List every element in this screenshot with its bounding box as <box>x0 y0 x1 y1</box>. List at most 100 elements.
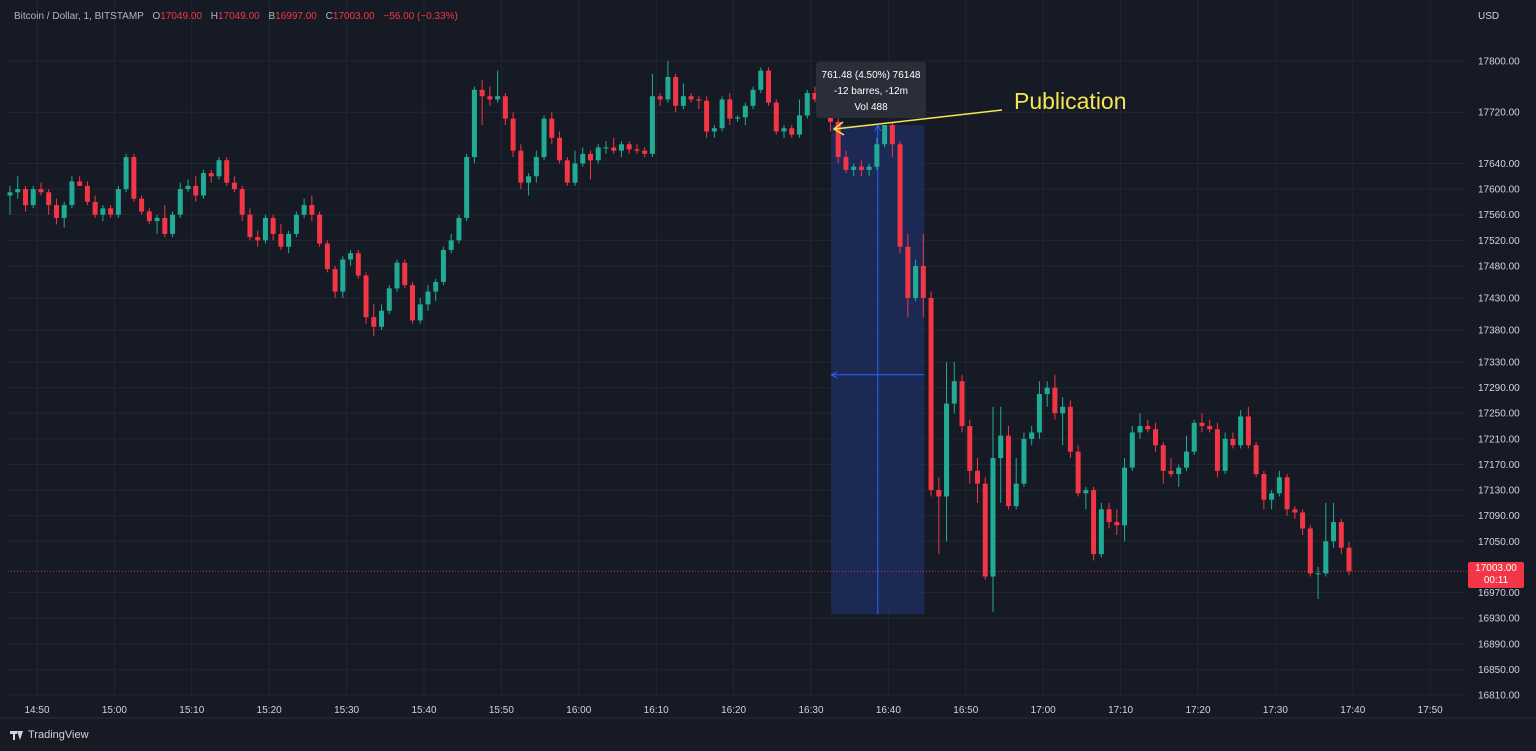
symbol-legend[interactable]: Bitcoin / Dollar, 1, BITSTAMP O17049.00 … <box>14 11 458 22</box>
change-value: −56.00 (−0.33%) <box>383 11 458 22</box>
y-tick-label: 16890.00 <box>1478 639 1520 650</box>
candle-body <box>796 115 802 135</box>
candle-body <box>1029 432 1035 439</box>
candle-body <box>1238 416 1244 446</box>
candle-body <box>1300 512 1306 529</box>
candle-body <box>154 217 160 222</box>
x-tick-label: 16:00 <box>566 705 591 716</box>
candle-body <box>944 403 950 497</box>
measure-tooltip-change: 761.48 (4.50%) 76148 <box>821 70 921 81</box>
candle-body <box>975 470 980 484</box>
x-tick-label: 17:50 <box>1418 705 1443 716</box>
candle-body <box>557 137 563 161</box>
y-tick-label: 17430.00 <box>1478 293 1520 304</box>
x-tick-label: 15:30 <box>334 705 359 716</box>
x-tick-label: 16:30 <box>798 705 823 716</box>
candle-body <box>1214 429 1220 471</box>
candle-body <box>15 189 21 193</box>
candle-body <box>928 297 934 491</box>
candle-body <box>479 89 485 97</box>
candle-body <box>1245 416 1251 446</box>
candle-body <box>673 77 679 106</box>
close-value: 17003.00 <box>332 11 375 22</box>
candle-body <box>649 96 655 154</box>
candle-body <box>1098 509 1104 555</box>
currency-label[interactable]: USD <box>1478 11 1500 22</box>
high-value: 17049.00 <box>217 11 260 22</box>
candle-body <box>22 189 28 206</box>
candle-body <box>448 240 454 250</box>
x-tick-label: 17:10 <box>1108 705 1133 716</box>
candle-body <box>394 262 400 289</box>
candle-body <box>913 265 919 298</box>
candle-body <box>758 70 764 90</box>
x-tick-label: 15:20 <box>257 705 282 716</box>
candle-body <box>1005 435 1011 507</box>
candle-body <box>920 265 926 298</box>
candle-body <box>1129 432 1135 468</box>
candle-body <box>332 269 338 292</box>
candle-body <box>456 217 462 241</box>
candle-body <box>812 93 818 100</box>
candle-body <box>433 281 439 292</box>
x-tick-label: 15:10 <box>179 705 204 716</box>
candle-body <box>502 96 508 119</box>
x-tick-label: 15:00 <box>102 705 127 716</box>
candle-body <box>1176 467 1182 475</box>
candle-body <box>495 96 501 100</box>
candle-body <box>1207 426 1213 430</box>
candle-body <box>998 435 1004 459</box>
x-tick-label: 17:30 <box>1263 705 1288 716</box>
candle-body <box>1269 493 1275 500</box>
candle-body <box>936 490 942 497</box>
candle-body <box>162 217 168 234</box>
tradingview-brand[interactable]: TradingView <box>10 729 89 741</box>
candle-body <box>1346 547 1352 572</box>
candle-body <box>216 160 222 177</box>
measure-arrow-up <box>874 123 882 132</box>
candle-body <box>1230 438 1236 446</box>
candle-body <box>224 160 230 183</box>
symbol-name[interactable]: Bitcoin / Dollar, 1, BITSTAMP <box>14 11 144 22</box>
candle-body <box>889 125 895 145</box>
candle-body <box>588 153 593 161</box>
tradingview-logo-icon <box>10 730 24 740</box>
candle-body <box>123 157 129 190</box>
candle-body <box>735 117 741 119</box>
y-tick-label: 16930.00 <box>1478 614 1520 625</box>
y-tick-label: 17800.00 <box>1478 57 1520 68</box>
candle-body <box>7 192 13 196</box>
candle-body <box>293 214 299 234</box>
candle-body <box>1338 522 1344 548</box>
grid <box>8 0 1465 696</box>
annotation-arrow-line <box>834 109 1003 130</box>
candle-body <box>742 105 748 118</box>
candle-body <box>201 173 206 196</box>
candle-body <box>773 102 779 132</box>
candle-body <box>1122 467 1128 526</box>
bar-countdown: 00:11 <box>1483 575 1509 586</box>
candle-body <box>30 189 36 206</box>
candle-body <box>572 163 578 183</box>
y-tick-label: 17480.00 <box>1478 261 1520 272</box>
candle-body <box>425 291 431 305</box>
candle-body <box>1315 573 1321 575</box>
candle-body <box>711 128 717 132</box>
candle-body <box>1183 451 1189 468</box>
candle-body <box>1075 451 1081 494</box>
x-tick-label: 16:50 <box>953 705 978 716</box>
candle-body <box>53 205 59 218</box>
candle-body <box>301 205 307 215</box>
low-value: 16997.00 <box>275 11 317 22</box>
high-key: H <box>210 11 218 22</box>
candle-body <box>355 253 361 276</box>
publication-label[interactable]: Publication <box>1014 88 1127 114</box>
candle-body <box>309 205 315 215</box>
candle-body <box>618 144 624 151</box>
candle-body <box>967 426 973 471</box>
x-tick-label: 15:50 <box>489 705 514 716</box>
x-tick-label: 16:10 <box>644 705 669 716</box>
y-tick-label: 17290.00 <box>1478 383 1520 394</box>
